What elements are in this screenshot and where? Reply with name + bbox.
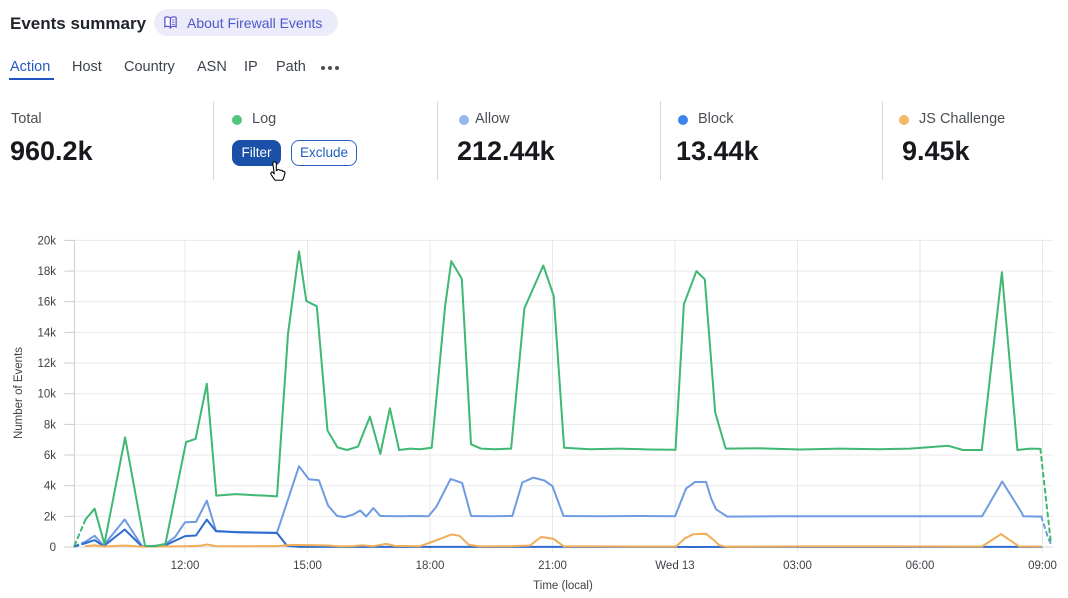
svg-text:15:00: 15:00 [293,560,322,572]
svg-text:2k: 2k [44,511,56,523]
svg-text:18:00: 18:00 [416,560,445,572]
svg-text:12k: 12k [37,358,56,370]
svg-text:21:00: 21:00 [538,560,567,572]
svg-text:0: 0 [50,542,56,554]
svg-text:6k: 6k [44,450,56,462]
svg-text:09:00: 09:00 [1028,560,1057,572]
svg-text:20k: 20k [37,235,56,247]
svg-text:Time (local): Time (local) [533,580,593,592]
svg-text:16k: 16k [37,297,56,309]
svg-text:4k: 4k [44,481,56,493]
svg-text:06:00: 06:00 [906,560,935,572]
svg-text:Number of Events: Number of Events [13,347,25,439]
svg-text:18k: 18k [37,266,56,278]
svg-text:10k: 10k [37,389,56,401]
svg-text:03:00: 03:00 [783,560,812,572]
svg-text:14k: 14k [37,327,56,339]
svg-text:8k: 8k [44,419,56,431]
svg-text:12:00: 12:00 [171,560,200,572]
svg-text:Wed 13: Wed 13 [655,560,694,572]
